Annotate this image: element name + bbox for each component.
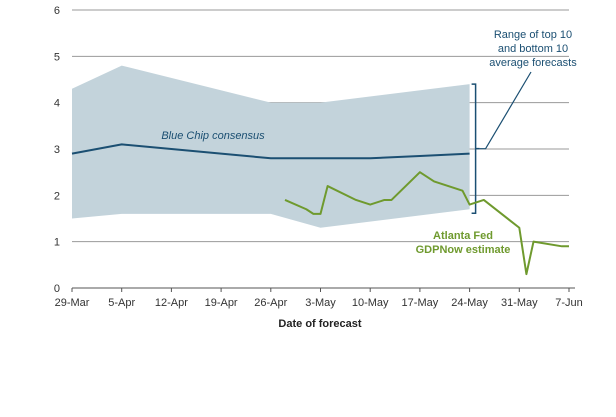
x-tick-label: 29-Mar [55, 297, 90, 309]
range-bracket [471, 83, 480, 214]
forecast-range-band [72, 65, 470, 228]
range-annotation-line1: Range of top 10 [494, 29, 572, 41]
range-leader-line [479, 71, 532, 150]
x-tick-marks [71, 288, 570, 292]
x-tick-label: 10-May [352, 297, 389, 309]
x-tick-label: 26-Apr [254, 297, 287, 309]
y-axis-ticks: 0 1 2 3 4 5 6 [54, 5, 60, 295]
x-tick-label: 3-May [305, 297, 336, 309]
x-tick-label: 24-May [451, 297, 488, 309]
x-tick-label: 7-Jun [555, 297, 583, 309]
gdpnow-label-line2: GDPNow estimate [416, 244, 511, 256]
y-tick-label: 5 [54, 51, 60, 63]
y-tick-label: 6 [54, 5, 60, 17]
range-annotation-line3: average forecasts [489, 57, 577, 69]
bluechip-consensus-line [71, 143, 470, 160]
y-tick-label: 1 [54, 237, 60, 249]
x-tick-label: 5-Apr [108, 297, 135, 309]
x-tick-label: 17-May [402, 297, 439, 309]
y-tick-label: 0 [54, 283, 60, 295]
y-tick-label: 3 [54, 144, 60, 156]
gdpnow-label-line1: Atlanta Fed [433, 230, 493, 242]
x-tick-label: 19-Apr [205, 297, 238, 309]
series-lines [71, 143, 569, 276]
y-tick-label: 2 [54, 190, 60, 202]
y-tick-label: 4 [54, 98, 60, 110]
x-tick-label: 31-May [501, 297, 538, 309]
x-axis-title: Date of forecast [278, 318, 361, 330]
gdpnow-estimate-line [284, 171, 569, 276]
x-axis-ticks: 29-Mar 5-Apr 12-Apr 19-Apr 26-Apr 3-May 10-May… [55, 297, 583, 309]
x-tick-label: 12-Apr [155, 297, 188, 309]
bluechip-label: Blue Chip consensus [161, 130, 265, 142]
range-annotation-line2: and bottom 10 [498, 43, 568, 55]
